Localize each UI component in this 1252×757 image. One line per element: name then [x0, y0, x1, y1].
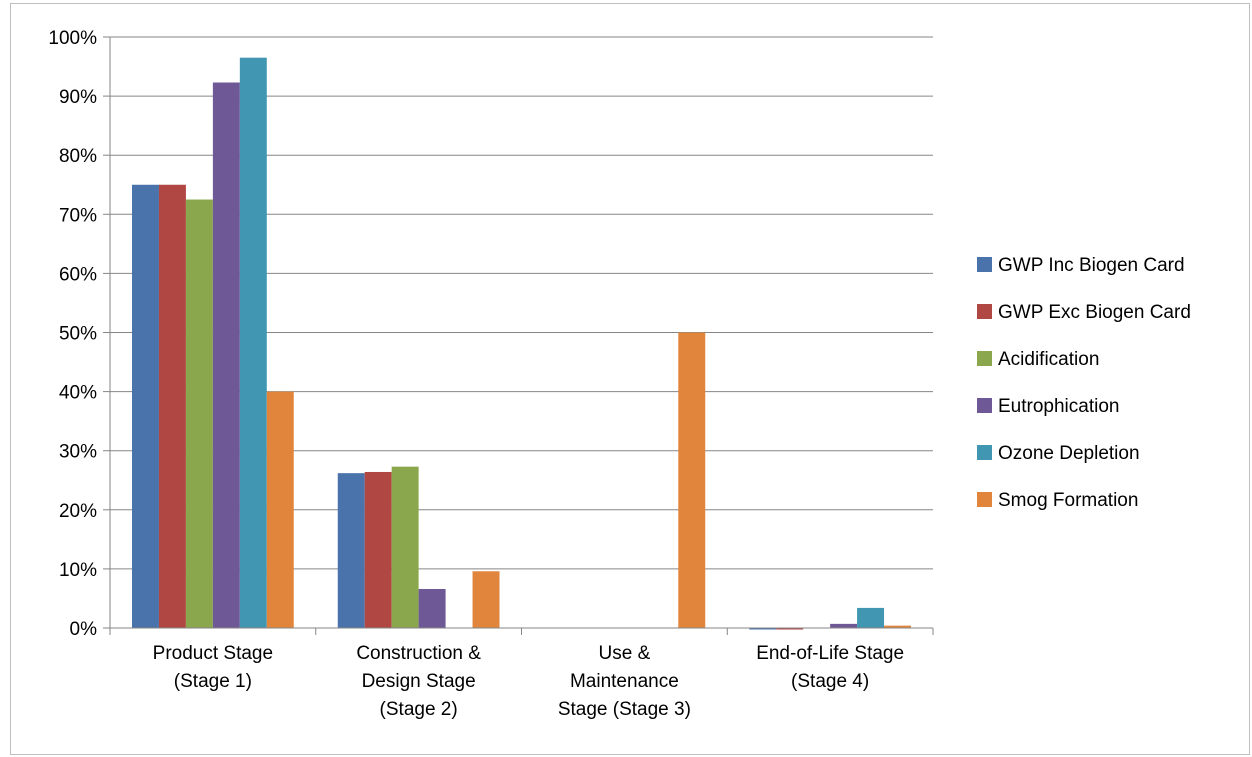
x-category-label: Product Stage (Stage 1) — [153, 643, 273, 692]
bar — [749, 628, 777, 630]
bar — [212, 82, 240, 628]
y-tick-label: 0% — [70, 619, 98, 640]
axes — [103, 36, 934, 635]
y-tick-label: 40% — [59, 383, 97, 404]
bar — [239, 57, 267, 629]
bar — [830, 623, 858, 628]
bar — [337, 473, 365, 628]
y-tick-label: 20% — [59, 501, 97, 522]
legend-label: Smog Formation — [998, 490, 1138, 511]
bar — [266, 391, 294, 628]
bar — [472, 571, 500, 628]
legend-label: Acidification — [998, 349, 1099, 370]
legend-swatch — [977, 492, 992, 507]
bar — [418, 588, 446, 628]
legend-swatch — [977, 351, 992, 366]
bar — [391, 466, 419, 628]
bar — [857, 607, 885, 628]
y-tick-label: 30% — [59, 442, 97, 463]
y-tick-labels: 0% 10% 20% 30% 40% 50% 60% 70% 80% 90% 100% — [48, 28, 97, 640]
bar — [776, 628, 804, 630]
x-category-label: Construction & Design Stage (Stage 2) — [356, 643, 481, 720]
y-tick-label: 80% — [59, 146, 97, 167]
x-category-label: Use & Maintenance Stage (Stage 3) — [558, 643, 691, 720]
x-category-labels: Product Stage (Stage 1) Construction & Desi… — [153, 643, 904, 720]
y-tick-label: 100% — [48, 28, 97, 49]
bar — [678, 332, 706, 628]
y-tick-label: 50% — [59, 324, 97, 345]
x-category-label: End-of-Life Stage (Stage 4) — [756, 643, 904, 692]
legend-swatch — [977, 257, 992, 272]
legend-label: GWP Inc Biogen Card — [998, 255, 1185, 276]
bars — [132, 57, 911, 630]
y-tick-label: 60% — [59, 264, 97, 285]
legend: GWP Inc Biogen Card GWP Exc Biogen Card Ac… — [977, 255, 1191, 511]
bar — [884, 625, 911, 628]
bar — [158, 184, 186, 628]
bar — [364, 471, 392, 628]
legend-label: GWP Exc Biogen Card — [998, 302, 1191, 323]
bar — [185, 199, 213, 628]
legend-swatch — [977, 398, 992, 413]
bar — [132, 184, 159, 628]
legend-label: Ozone Depletion — [998, 443, 1140, 464]
legend-label: Eutrophication — [998, 396, 1119, 417]
y-tick-label: 10% — [59, 560, 97, 581]
y-tick-label: 90% — [59, 87, 97, 108]
legend-swatch — [977, 445, 992, 460]
legend-swatch — [977, 304, 992, 319]
y-tick-label: 70% — [59, 205, 97, 226]
